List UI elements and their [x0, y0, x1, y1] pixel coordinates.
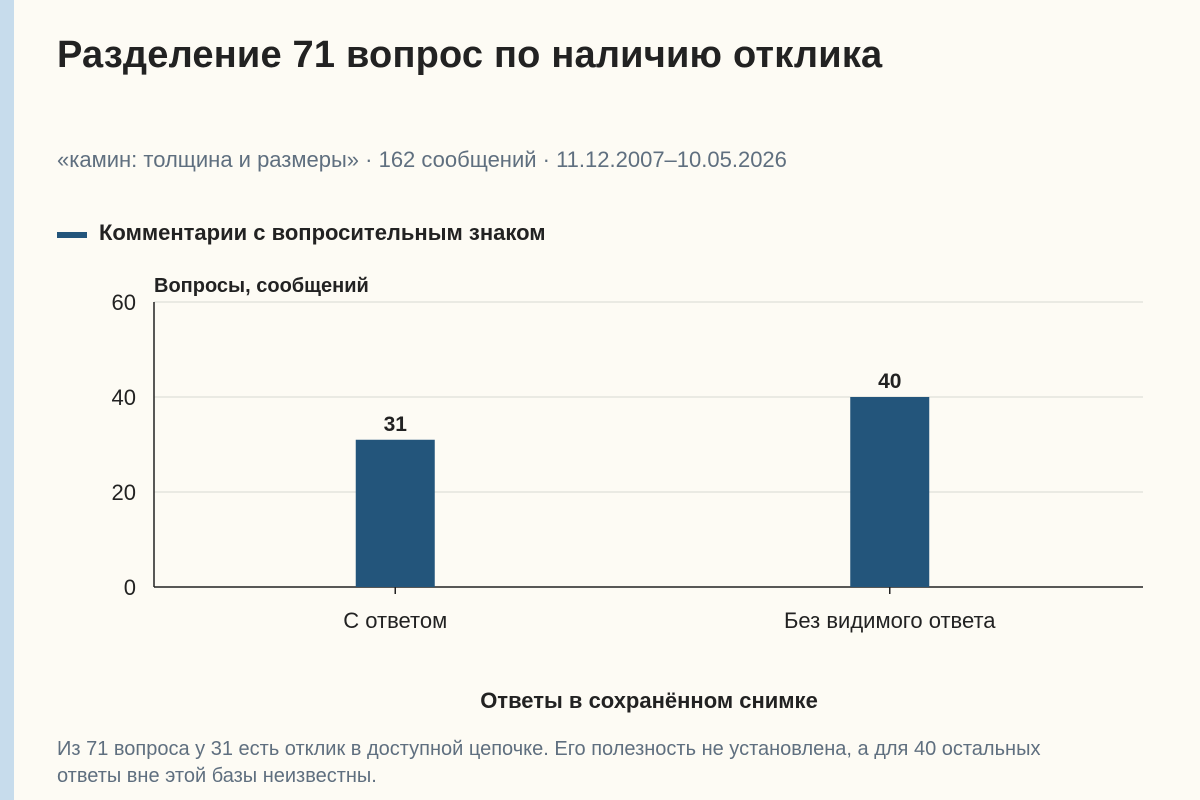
x-axis-label: Ответы в сохранённом снимке: [480, 688, 818, 713]
bar-data-label: 40: [878, 370, 901, 393]
left-accent-strip: [0, 0, 14, 800]
legend-swatch: [57, 232, 87, 238]
x-tick-label: С ответом: [343, 608, 447, 633]
chart-subtitle: «камин: толщина и размеры» · 162 сообщен…: [57, 147, 787, 172]
y-tick-label: 40: [112, 385, 136, 410]
y-tick-label: 60: [112, 290, 136, 315]
legend-label: Комментарии с вопросительным знаком: [99, 220, 546, 245]
x-tick-label: Без видимого ответа: [784, 608, 996, 633]
chart-note: Из 71 вопроса у 31 есть отклик в доступн…: [57, 738, 1041, 787]
legend: Комментарии с вопросительным знаком: [57, 219, 546, 247]
y-tick-label: 0: [124, 575, 136, 600]
chart-title: Разделение 71 вопрос по наличию отклика: [57, 34, 883, 76]
y-axis-label: Вопросы, сообщений: [154, 275, 369, 297]
bar-chart: 0 20 40 60 Вопросы, сообщений 31 С ответом 40 Бе…: [112, 275, 1143, 713]
bar: [850, 397, 930, 587]
y-tick-label: 20: [112, 480, 136, 505]
bar-data-label: 31: [384, 413, 408, 436]
bar: [355, 439, 435, 587]
